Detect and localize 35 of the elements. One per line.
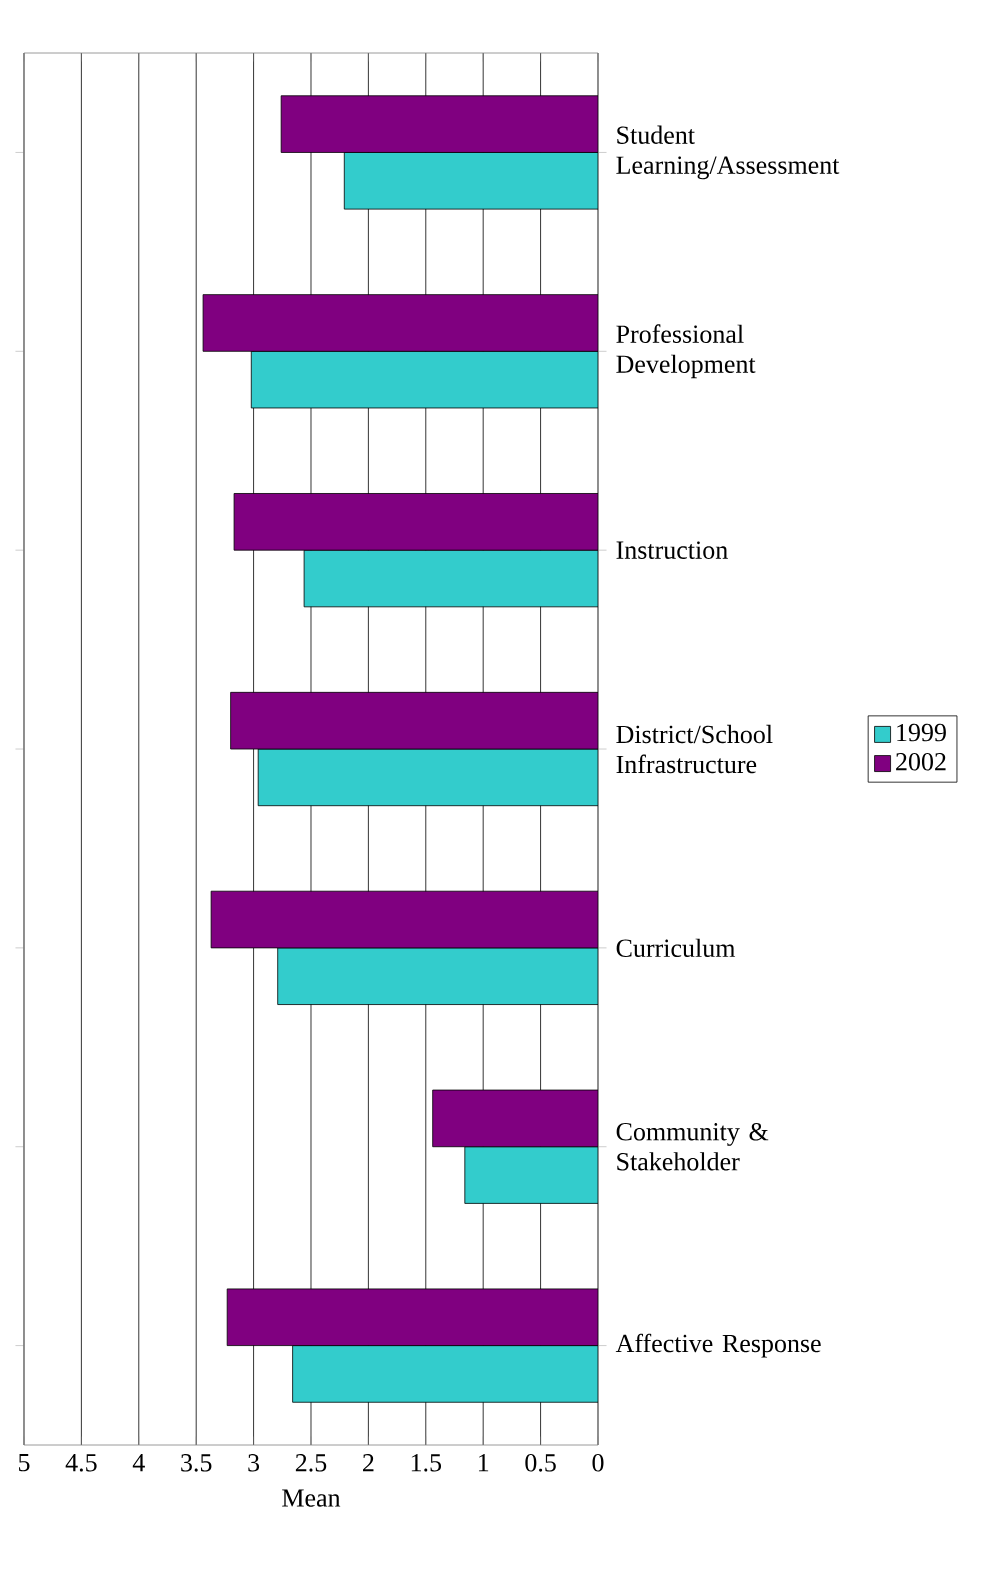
bar — [280, 95, 598, 153]
x-tick-label: 4.5 — [65, 1454, 97, 1472]
bar — [210, 890, 598, 949]
y-tick-label: Student Learning/Assessment — [616, 125, 840, 180]
y-tick-label: Professional Development — [616, 324, 756, 379]
bar — [226, 1288, 598, 1346]
y-tick-label: Curriculum — [616, 938, 736, 958]
bar — [277, 947, 598, 1005]
bar — [230, 691, 598, 750]
y-tick-label: District/School Infrastructure — [616, 724, 773, 774]
x-tick-label: 4 — [132, 1454, 145, 1472]
bar — [292, 1345, 598, 1403]
x-axis-title: Mean — [282, 1489, 341, 1507]
x-tick-label: 0 — [592, 1454, 604, 1472]
x-tick-label: 2 — [363, 1454, 374, 1472]
bar — [432, 1089, 598, 1148]
bar — [233, 493, 598, 551]
x-tick-label: 1 — [478, 1454, 489, 1472]
bar — [343, 152, 598, 210]
bar — [202, 294, 598, 352]
bar — [257, 748, 598, 807]
x-tick-label: 1.5 — [411, 1454, 442, 1472]
x-tick-label: 5 — [19, 1454, 30, 1472]
bar — [303, 549, 598, 608]
y-tick-label: Affective Response — [615, 1333, 821, 1358]
y-tick-label: Instruction — [616, 541, 728, 559]
bar — [250, 350, 598, 409]
x-tick-label: 3 — [248, 1454, 260, 1472]
x-tick-label: 3.5 — [181, 1454, 212, 1472]
y-tick-label: Community & Stakeholder — [616, 1122, 769, 1171]
x-tick-label: 0.5 — [525, 1454, 556, 1472]
legend-label: 1999 — [897, 723, 946, 742]
bar — [464, 1146, 598, 1204]
x-tick-label: 2.5 — [295, 1454, 327, 1472]
legend-label: 2002 — [896, 752, 946, 771]
